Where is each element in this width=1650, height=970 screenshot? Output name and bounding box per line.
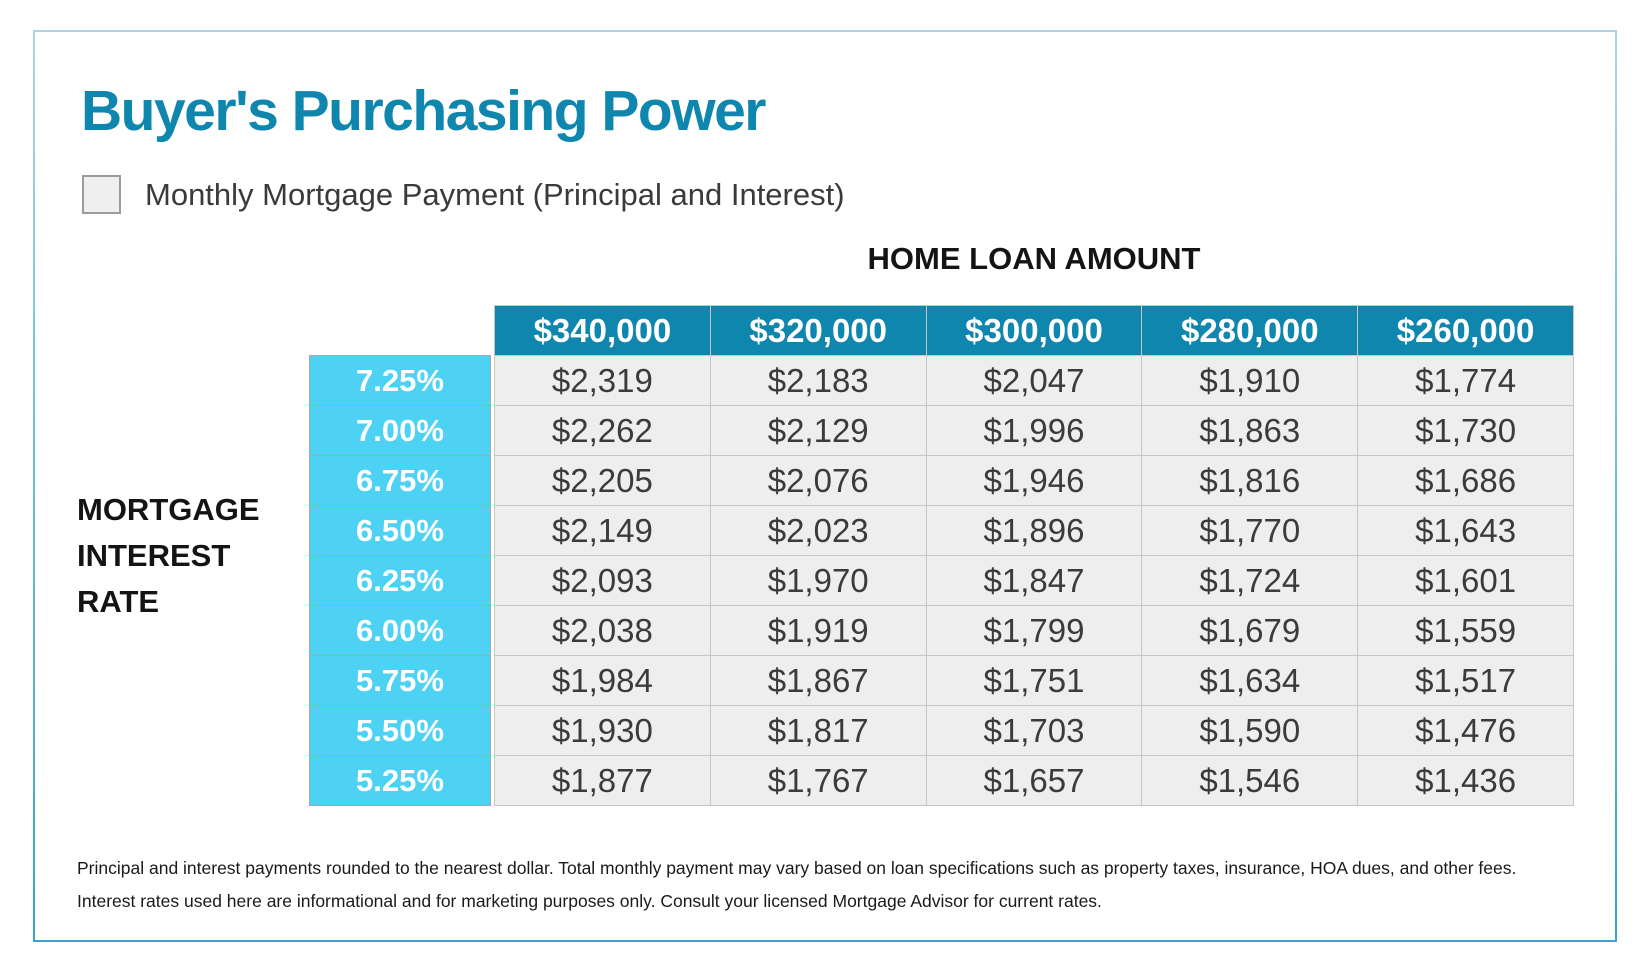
row-group-title-line: RATE [77,584,160,619]
rate-row-header: 5.75% [310,656,490,705]
rate-row-header: 5.25% [310,756,490,805]
payment-cell: $1,767 [710,756,926,805]
payment-cell: $2,183 [710,356,926,405]
payment-cell: $1,910 [1142,356,1358,405]
rate-row-header: 5.50% [310,706,490,755]
payment-cell: $1,970 [710,556,926,605]
rate-row-header: 7.25% [310,356,490,405]
footnote-line: Principal and interest payments rounded … [77,858,1517,878]
payment-cell: $2,129 [710,406,926,455]
page-title: Buyer's Purchasing Power [81,79,766,143]
payment-cell: $1,590 [1142,706,1358,755]
payment-cell: $1,559 [1358,606,1573,655]
footnote: Principal and interest payments rounded … [77,856,1577,922]
payment-cell: $1,863 [1142,406,1358,455]
payment-cell: $1,984 [495,656,710,705]
legend-swatch-icon [82,175,121,214]
rate-row-header: 6.75% [310,456,490,505]
payment-cell: $2,047 [926,356,1142,405]
row-group-title-line: MORTGAGE [77,492,260,527]
payment-cell: $1,847 [926,556,1142,605]
legend-label: Monthly Mortgage Payment (Principal and … [145,176,845,212]
column-group-title: HOME LOAN AMOUNT [867,241,1201,276]
payment-cell: $2,149 [495,506,710,555]
rate-row-header: 6.25% [310,556,490,605]
payment-cell: $2,093 [495,556,710,605]
legend: Monthly Mortgage Payment (Principal and … [82,175,845,214]
payment-cell: $1,724 [1142,556,1358,605]
rate-row-header: 7.00% [310,406,490,455]
payment-cell: $2,205 [495,456,710,505]
payment-cell: $1,816 [1142,456,1358,505]
payment-cell: $2,038 [495,606,710,655]
card: Buyer's Purchasing Power Monthly Mortgag… [33,30,1617,942]
payment-cell: $1,476 [1358,706,1573,755]
payment-cell: $1,930 [495,706,710,755]
payment-cell: $1,867 [710,656,926,705]
column-header: $260,000 [1358,306,1573,355]
payment-cell: $1,799 [926,606,1142,655]
rate-column: 7.25% 7.00% 6.75% 6.50% 6.25% 6.00% 5.75% 5.50%… [309,355,491,806]
payment-cell: $1,643 [1358,506,1573,555]
rate-row-header: 6.00% [310,606,490,655]
footnote-line: Interest rates used here are information… [77,891,1102,911]
payment-cell: $1,601 [1358,556,1573,605]
row-group-title: MORTGAGE INTEREST RATE [77,487,297,625]
payment-cell: $2,023 [710,506,926,555]
payment-cell: $1,686 [1358,456,1573,505]
payment-cell: $1,896 [926,506,1142,555]
column-header: $280,000 [1142,306,1358,355]
payment-cell: $1,703 [926,706,1142,755]
column-header: $340,000 [495,306,710,355]
row-group-title-line: INTEREST [77,538,231,573]
payment-cell: $1,751 [926,656,1142,705]
payment-cell: $1,634 [1142,656,1358,705]
payment-grid: $340,000 $320,000 $300,000 $280,000 $260,000… [494,305,1574,806]
payment-cell: $1,657 [926,756,1142,805]
payment-cell: $1,774 [1358,356,1573,405]
payment-cell: $1,770 [1142,506,1358,555]
payment-cell: $1,679 [1142,606,1358,655]
payment-cell: $2,319 [495,356,710,405]
rate-row-header: 6.50% [310,506,490,555]
column-header: $300,000 [926,306,1142,355]
column-header: $320,000 [710,306,926,355]
payment-cell: $1,546 [1142,756,1358,805]
payment-cell: $1,817 [710,706,926,755]
payment-cell: $1,996 [926,406,1142,455]
payment-cell: $2,262 [495,406,710,455]
payment-cell: $1,517 [1358,656,1573,705]
payment-cell: $2,076 [710,456,926,505]
payment-cell: $1,919 [710,606,926,655]
payment-cell: $1,946 [926,456,1142,505]
payment-cell: $1,436 [1358,756,1573,805]
payment-cell: $1,877 [495,756,710,805]
payment-cell: $1,730 [1358,406,1573,455]
